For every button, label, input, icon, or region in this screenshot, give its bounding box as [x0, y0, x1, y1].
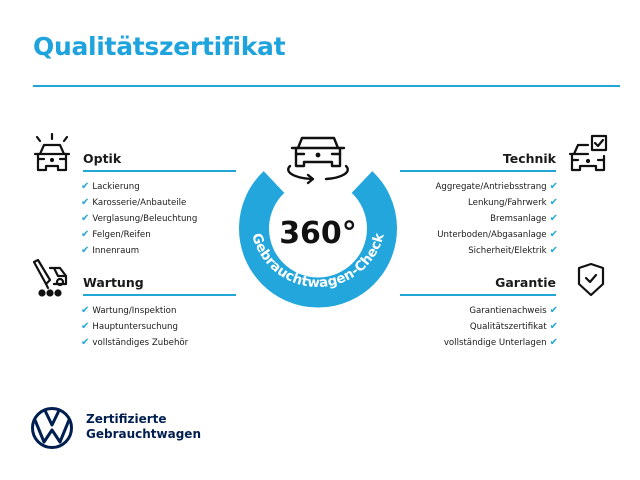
check-icon: ✔	[81, 181, 90, 192]
check-icon: ✔	[81, 245, 90, 256]
car-checklist-icon	[568, 134, 608, 172]
section-heading-garantie: Garantie	[495, 275, 556, 290]
list-item: Qualitätszertifikat ✔	[469, 321, 558, 332]
list-technik: Aggregate/Antriebsstrang ✔ Lenkung/Fahrwe…	[380, 179, 558, 259]
check-icon: ✔	[81, 213, 90, 224]
check-icon: ✔	[81, 229, 90, 240]
list-item: Garantienachweis ✔	[469, 305, 558, 316]
check-icon: ✔	[549, 229, 558, 240]
section-divider-optik	[83, 170, 236, 172]
list-item: ✔ vollständiges Zubehör	[81, 337, 189, 348]
check-icon: ✔	[549, 213, 558, 224]
list-item: Aggregate/Antriebsstrang ✔	[435, 181, 558, 192]
list-item: vollständige Unterlagen ✔	[443, 337, 558, 348]
badge-ring	[239, 171, 397, 308]
list-item: ✔ Verglasung/Beleuchtung	[81, 213, 198, 224]
check-360-badge: Gebrauchtwagen-Check 360°	[239, 136, 397, 308]
shield-check-icon	[577, 262, 605, 297]
list-item: ✔ Hauptuntersuchung	[81, 321, 178, 332]
section-divider-technik	[400, 170, 556, 172]
check-icon: ✔	[81, 321, 90, 332]
list-item: ✔ Karosserie/Anbauteile	[81, 197, 187, 208]
list-item: ✔ Felgen/Reifen	[81, 229, 151, 240]
list-item: ✔ Wartung/Inspektion	[81, 305, 177, 316]
section-heading-wartung: Wartung	[83, 275, 144, 290]
section-heading-optik: Optik	[83, 151, 122, 166]
list-item: Sicherheit/Elektrik ✔	[468, 245, 558, 256]
check-icon: ✔	[549, 321, 558, 332]
check-icon: ✔	[549, 337, 558, 348]
list-item: ✔ Lackierung	[81, 181, 140, 192]
car-lights-icon	[33, 132, 71, 172]
list-item: Lenkung/Fahrwerk ✔	[468, 197, 558, 208]
section-divider-garantie	[400, 294, 556, 296]
check-icon: ✔	[81, 197, 90, 208]
list-item: Bremsanlage ✔	[490, 213, 558, 224]
badge-value: 360°	[279, 216, 357, 251]
brand-label: Zertifizierte Gebrauchtwagen	[86, 412, 201, 441]
car-rotate-icon	[287, 136, 349, 185]
vw-logo	[31, 407, 73, 449]
check-icon: ✔	[549, 245, 558, 256]
check-icon: ✔	[81, 337, 90, 348]
check-icon: ✔	[549, 305, 558, 316]
check-icon: ✔	[549, 181, 558, 192]
section-divider-wartung	[83, 294, 236, 296]
check-icon: ✔	[81, 305, 90, 316]
page-title: Qualitätszertifikat	[33, 32, 286, 61]
list-item: ✔ Innenraum	[81, 245, 140, 256]
list-garantie: Garantienachweis ✔ Qualitätszertifikat ✔ v…	[380, 303, 558, 351]
section-heading-technik: Technik	[502, 151, 556, 166]
service-tools-icon	[32, 258, 68, 297]
check-icon: ✔	[549, 197, 558, 208]
list-wartung: ✔ Wartung/Inspektion ✔ Hauptuntersuchung ✔…	[81, 303, 188, 351]
list-optik: ✔ Lackierung ✔ Karosserie/Anbauteile ✔ Verg…	[81, 179, 197, 259]
list-item: Unterboden/Abgasanlage ✔	[437, 229, 558, 240]
title-divider	[33, 85, 620, 87]
